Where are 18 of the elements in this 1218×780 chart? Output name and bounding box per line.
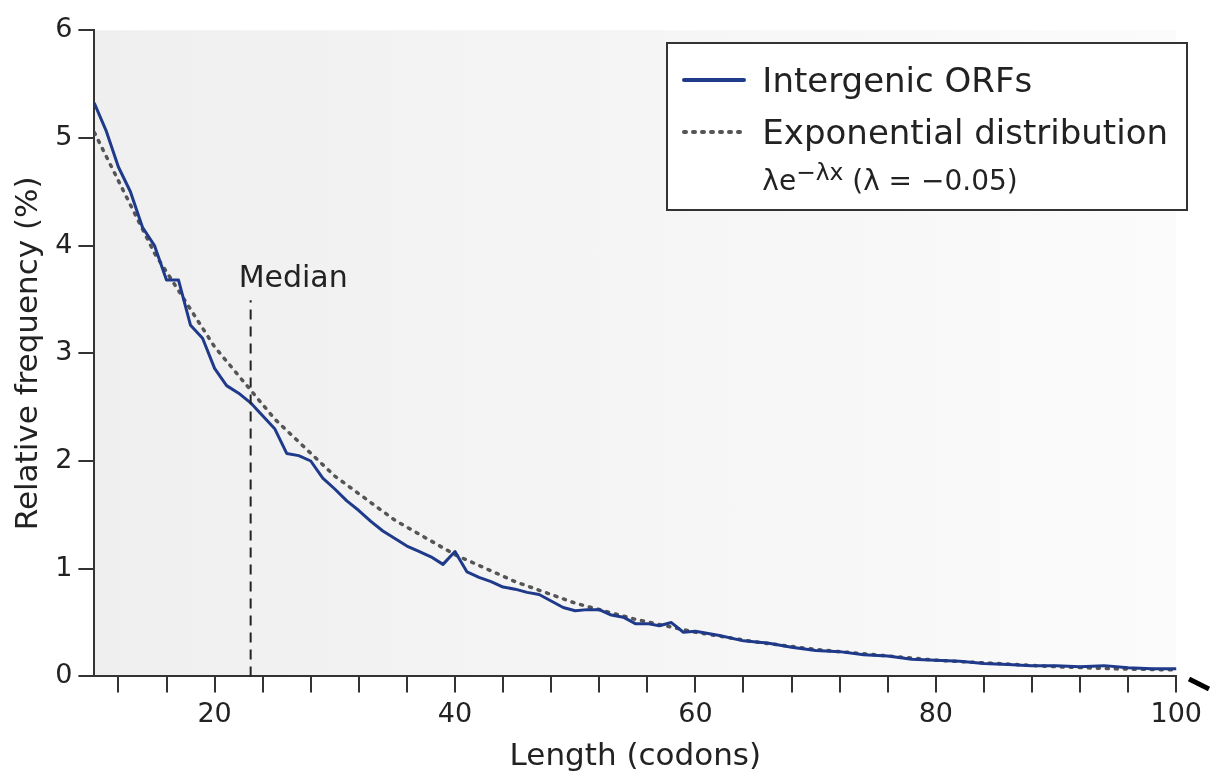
y-tick-label: 0 bbox=[55, 658, 73, 690]
y-tick-label: 1 bbox=[55, 550, 73, 582]
y-tick-label: 6 bbox=[55, 12, 73, 44]
legend-label: Exponential distribution bbox=[762, 111, 1168, 154]
y-axis-title: Relative frequency (%) bbox=[7, 176, 44, 531]
y-tick-label: 3 bbox=[55, 335, 73, 367]
y-tick-label: 5 bbox=[55, 119, 73, 151]
x-axis-title: Length (codons) bbox=[509, 736, 762, 773]
x-tick-label: 80 bbox=[918, 696, 953, 728]
annotation: λe$^{−λx}$ (λ = −0.05) bbox=[762, 158, 1019, 198]
legend-label: Intergenic ORFs bbox=[762, 59, 1033, 102]
x-tick-label: 60 bbox=[678, 696, 713, 728]
y-tick-label: 4 bbox=[55, 227, 73, 259]
x-tick-label: 20 bbox=[197, 696, 232, 728]
y-tick-label: 2 bbox=[55, 443, 73, 475]
x-tick-label: 100 bbox=[1150, 696, 1203, 728]
ref-line-label: Median bbox=[238, 259, 348, 294]
x-tick-label: 40 bbox=[437, 696, 473, 728]
